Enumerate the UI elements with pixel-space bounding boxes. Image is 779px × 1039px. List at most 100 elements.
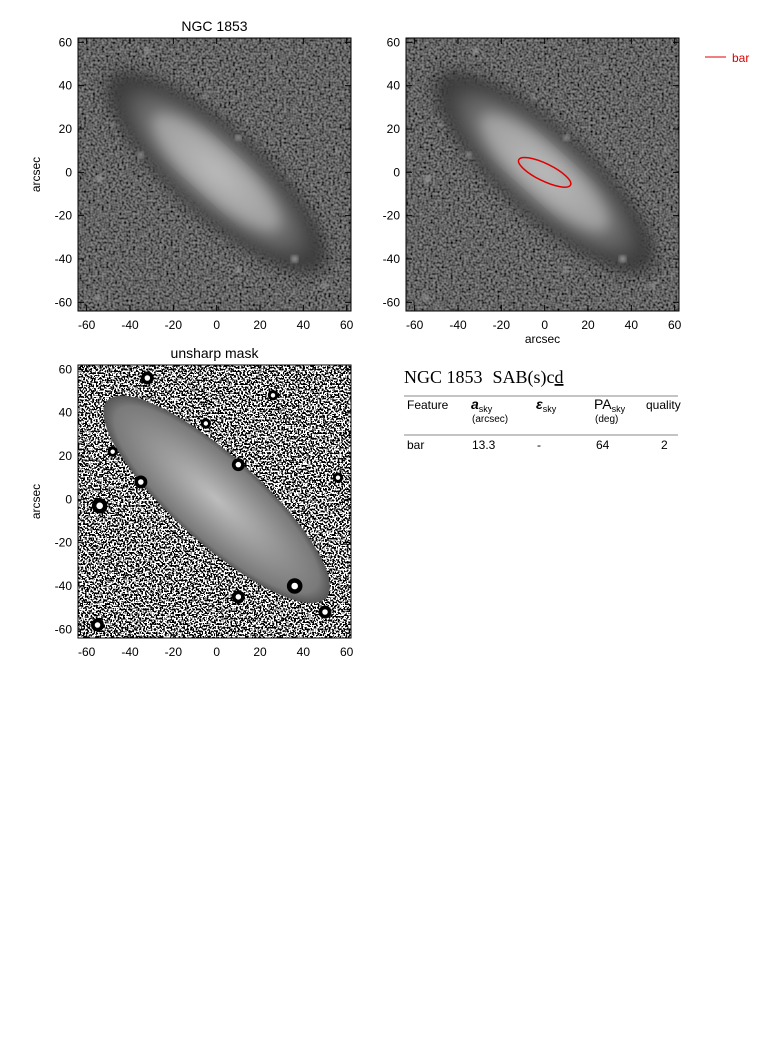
galaxy-image [406, 38, 679, 311]
y-tick-label: 0 [393, 165, 400, 179]
x-tick-label: -40 [121, 318, 139, 332]
star [270, 393, 276, 398]
header-sub: sky [479, 404, 493, 414]
y-tick-label: -20 [55, 536, 73, 550]
x-tick-label: -40 [121, 645, 139, 659]
x-tick-label: -60 [406, 318, 424, 332]
x-tick-label: 60 [668, 318, 682, 332]
x-tick-label: 0 [213, 318, 220, 332]
y-tick-label: -60 [55, 622, 73, 636]
panel-title: NGC 1853 [181, 18, 247, 34]
table-title-part: SAB(s)c [493, 367, 555, 388]
star [96, 502, 103, 510]
table-cell: 64 [596, 438, 610, 452]
y-tick-label: -60 [383, 295, 401, 309]
table-cell: - [537, 438, 541, 452]
header-unit: (deg) [595, 414, 618, 425]
star [438, 122, 444, 128]
x-tick-label: 0 [541, 318, 548, 332]
panel: -60 -40 -20 0 20 40 60 -60 -40 -20 0 20 40 60 unsharp … [29, 345, 354, 659]
star [94, 295, 101, 301]
y-tick-label: 40 [59, 79, 73, 93]
plot-frame [405, 37, 680, 312]
x-tick-label: -60 [78, 645, 96, 659]
x-tick-label: -60 [78, 318, 96, 332]
y-tick-label: 60 [59, 362, 73, 376]
plot-frame [77, 364, 352, 639]
star [465, 152, 472, 158]
y-tick-label: -40 [55, 252, 73, 266]
star [322, 282, 328, 288]
star [650, 282, 656, 288]
y-tick-label: -20 [383, 209, 401, 223]
header-label: ε [536, 396, 543, 412]
table-title-part: d [555, 367, 564, 387]
table-title-part: NGC 1853 [404, 367, 483, 387]
y-tick-label: 20 [59, 449, 73, 463]
table-header: Feature [407, 398, 449, 412]
star [203, 94, 209, 99]
star [96, 175, 104, 183]
y-tick-label: -40 [55, 579, 73, 593]
y-tick-label: -60 [55, 295, 73, 309]
x-tick-label: -20 [165, 318, 183, 332]
table-header: εsky [536, 396, 557, 414]
header-label: Feature [407, 398, 449, 412]
x-tick-label: 0 [213, 645, 220, 659]
legend-label: bar [732, 51, 749, 65]
x-tick-label: 20 [581, 318, 595, 332]
header-label: PA [594, 396, 612, 412]
galaxy-disk [103, 395, 330, 604]
star [137, 152, 144, 158]
y-tick-label: 0 [65, 492, 72, 506]
star [472, 48, 479, 54]
panel: -60 -40 -20 0 20 40 60 -60 -40 -20 0 20 40 60 NGC 1853… [29, 18, 354, 332]
galaxy-core [481, 114, 608, 230]
star [335, 148, 341, 154]
header-unit: (arcsec) [472, 414, 508, 425]
star [598, 65, 604, 71]
star [270, 65, 276, 71]
star [144, 375, 151, 381]
header-sub: sky [612, 404, 626, 414]
x-tick-label: 20 [253, 645, 267, 659]
y-tick-label: 60 [387, 35, 401, 49]
star [110, 122, 116, 128]
y-axis-label: arcsec [29, 484, 43, 519]
y-tick-label: -40 [383, 252, 401, 266]
x-tick-label: 40 [297, 318, 311, 332]
y-tick-label: 40 [387, 79, 401, 93]
x-tick-label: 40 [297, 645, 311, 659]
table-header: asky [471, 396, 493, 414]
x-tick-label: -20 [493, 318, 511, 332]
star [291, 255, 299, 263]
star [422, 295, 429, 301]
table-header: PAsky [594, 396, 626, 414]
bar-ellipse [517, 156, 572, 188]
star [424, 175, 432, 183]
panel: -60 -40 -20 0 20 40 60 -60 -40 -20 0 20 40 60 arcsec ba… [383, 35, 750, 346]
star [138, 479, 144, 485]
galaxy-core [153, 114, 280, 230]
galaxy-image [78, 365, 351, 638]
x-tick-label: 40 [625, 318, 639, 332]
table-cell: 2 [661, 438, 668, 452]
plot-frame [77, 37, 352, 312]
table-header: quality [646, 398, 681, 412]
star [235, 266, 242, 273]
header-label: quality [646, 398, 681, 412]
y-tick-label: 60 [59, 35, 73, 49]
table-title: NGC 1853 SAB(s)cd [404, 367, 564, 388]
star [203, 421, 209, 426]
star [322, 609, 328, 615]
x-tick-label: 60 [340, 318, 354, 332]
star [563, 134, 570, 141]
x-tick-label: -20 [165, 645, 183, 659]
star [663, 148, 669, 154]
star [94, 622, 101, 628]
panel-title: unsharp mask [171, 345, 260, 361]
star [335, 475, 341, 480]
x-tick-label: 20 [253, 318, 267, 332]
